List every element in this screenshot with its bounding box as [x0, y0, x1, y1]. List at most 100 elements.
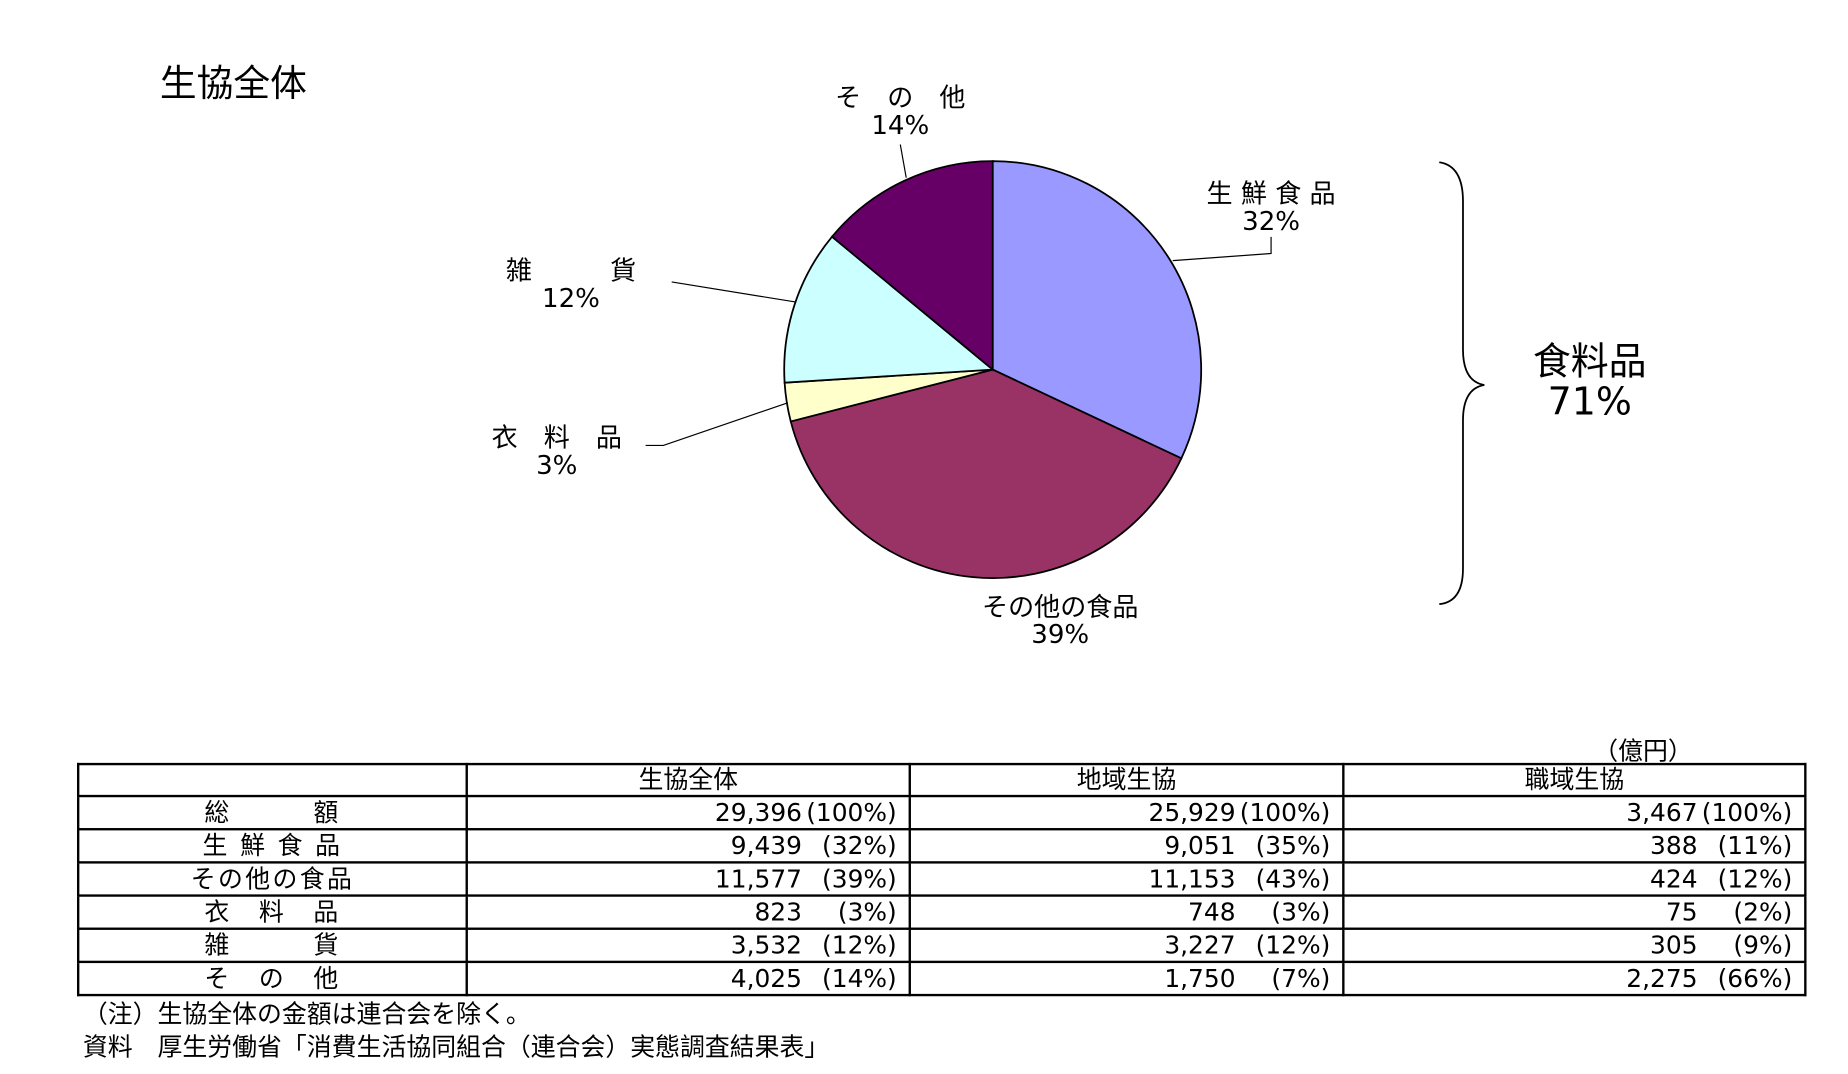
table-row: 生 鮮 食 品 9,439 (32%) 9,051 (35%) 388 (11%)	[76, 828, 1807, 864]
food-total-label: 食料品	[1532, 338, 1647, 384]
cell-value: 424	[1650, 864, 1698, 894]
cell-percent: (43%)	[1255, 864, 1331, 894]
table-header: 生協全体 地域生協 職域生協	[76, 762, 1807, 798]
pie-chart	[645, 144, 1485, 606]
pie-slice-1	[789, 368, 1183, 579]
pct-other: 14%	[871, 111, 930, 141]
cell-value: 3,227	[1164, 931, 1236, 960]
note-text: （注）生協全体の金額は連合会を除く。	[82, 999, 531, 1029]
cell-value: 748	[1188, 897, 1236, 927]
cell-percent: (3%)	[1271, 897, 1331, 927]
cell-percent: (39%)	[822, 864, 897, 894]
table-cell: 823 (3%)	[465, 894, 911, 930]
food-brace	[1439, 161, 1485, 606]
row-label: 衣 料 品	[76, 894, 468, 930]
table-cell: 9,439 (32%)	[465, 828, 911, 864]
table-cell: 75 (2%)	[1342, 894, 1807, 930]
leader-line-goods	[671, 281, 797, 303]
cell-percent: (32%)	[822, 831, 897, 861]
pie-slice-0	[991, 160, 1203, 460]
cell-value: 25,929	[1148, 798, 1236, 827]
row-label: 雑 貨	[76, 927, 468, 964]
table-cell: 29,396 (100%)	[465, 794, 911, 831]
table-cell: 3,227 (12%)	[908, 927, 1345, 964]
cell-value: 9,051	[1164, 831, 1236, 861]
cell-percent: (7%)	[1271, 964, 1331, 993]
cell-value: 3,467	[1626, 798, 1698, 827]
table-cell: 11,577 (39%)	[465, 861, 911, 897]
pie-slice-4	[830, 160, 994, 372]
cell-percent: (100%)	[1701, 798, 1793, 827]
unit-label: （億円）	[1593, 736, 1693, 766]
table-cell: 2,275 (66%)	[1342, 960, 1807, 997]
table-cell: 1,750 (7%)	[908, 960, 1345, 997]
pct-fresh: 32%	[1242, 207, 1301, 237]
row-label: その他の食品	[76, 861, 468, 897]
pct-clothing: 3%	[536, 451, 578, 481]
cell-percent: (35%)	[1255, 831, 1331, 861]
cell-percent: (9%)	[1733, 931, 1793, 960]
leader-lines	[645, 144, 1485, 606]
cell-percent: (100%)	[1239, 798, 1331, 827]
cell-percent: (12%)	[1255, 931, 1331, 960]
header-all: 生協全体	[465, 762, 911, 798]
table-row: 雑 貨 3,532 (12%) 3,227 (12%) 305 (9%)	[76, 927, 1807, 964]
cell-percent: (66%)	[1717, 964, 1793, 993]
table-cell: 748 (3%)	[908, 894, 1345, 930]
leader-line-fresh	[1172, 236, 1272, 262]
cell-value: 1,750	[1164, 964, 1236, 993]
pct-other-food: 39%	[1031, 620, 1090, 651]
label-goods: 雑 貨	[505, 257, 637, 287]
cell-percent: (12%)	[822, 931, 897, 960]
cell-percent: (14%)	[822, 964, 897, 993]
table-cell: 3,532 (12%)	[465, 927, 911, 964]
cell-percent: (2%)	[1733, 897, 1793, 927]
cell-value: 9,439	[730, 831, 802, 861]
pct-goods: 12%	[542, 284, 600, 314]
header-workplace: 職域生協	[1342, 762, 1807, 798]
row-label: 生 鮮 食 品	[76, 828, 468, 864]
source-text: 資料 厚生労働省「消費生活協同組合（連合会）実態調査結果表」	[82, 1032, 830, 1062]
cell-value: 305	[1650, 931, 1698, 960]
cell-value: 3,532	[730, 931, 802, 960]
header-blank	[76, 762, 468, 798]
table-cell: 424 (12%)	[1342, 861, 1807, 897]
label-other: そ の 他	[835, 84, 966, 114]
row-label: 総 額	[76, 794, 468, 831]
table-cell: 11,153 (43%)	[908, 861, 1345, 897]
leader-line-other	[899, 144, 907, 178]
cell-value: 388	[1650, 831, 1698, 861]
cell-percent: (12%)	[1717, 864, 1793, 894]
chart-title: 生協全体	[159, 62, 307, 106]
leader-line-clothing	[645, 402, 788, 447]
table-row: 総 額 29,396 (100%) 25,929 (100%) 3,467 (100%)	[76, 794, 1807, 831]
table-cell: 4,025 (14%)	[465, 960, 911, 997]
cell-value: 29,396	[714, 798, 802, 827]
table-row: そ の 他 4,025 (14%) 1,750 (7%) 2,275 (66%)	[76, 960, 1807, 997]
food-total-pct: 71%	[1547, 379, 1632, 425]
table-cell: 388 (11%)	[1342, 828, 1807, 864]
label-fresh: 生 鮮 食 品	[1206, 180, 1336, 210]
cell-value: 2,275	[1626, 964, 1698, 993]
cell-value: 11,153	[1148, 864, 1236, 894]
table-row: 衣 料 品 823 (3%) 748 (3%) 75 (2%)	[76, 894, 1807, 930]
data-table: 生協全体 地域生協 職域生協 総 額 29,396 (100%) 25,929 (100…	[76, 762, 1807, 997]
cell-value: 823	[754, 897, 802, 927]
cell-percent: (100%)	[806, 798, 897, 827]
row-label: そ の 他	[76, 960, 468, 997]
table-cell: 25,929 (100%)	[908, 794, 1345, 831]
table-cell: 9,051 (35%)	[908, 828, 1345, 864]
header-regional: 地域生協	[908, 762, 1345, 798]
table-row: その他の食品 11,577 (39%) 11,153 (43%) 424 (12%)	[76, 861, 1807, 897]
table-cell: 305 (9%)	[1342, 927, 1807, 964]
cell-value: 75	[1665, 897, 1698, 927]
label-clothing: 衣 料 品	[491, 424, 622, 454]
table-cell: 3,467 (100%)	[1342, 794, 1807, 831]
label-other-food: その他の食品	[982, 593, 1139, 624]
cell-percent: (11%)	[1717, 831, 1793, 861]
cell-value: 11,577	[714, 864, 802, 894]
cell-percent: (3%)	[837, 897, 897, 927]
cell-value: 4,025	[730, 964, 802, 993]
pie-slice-3	[783, 235, 995, 384]
